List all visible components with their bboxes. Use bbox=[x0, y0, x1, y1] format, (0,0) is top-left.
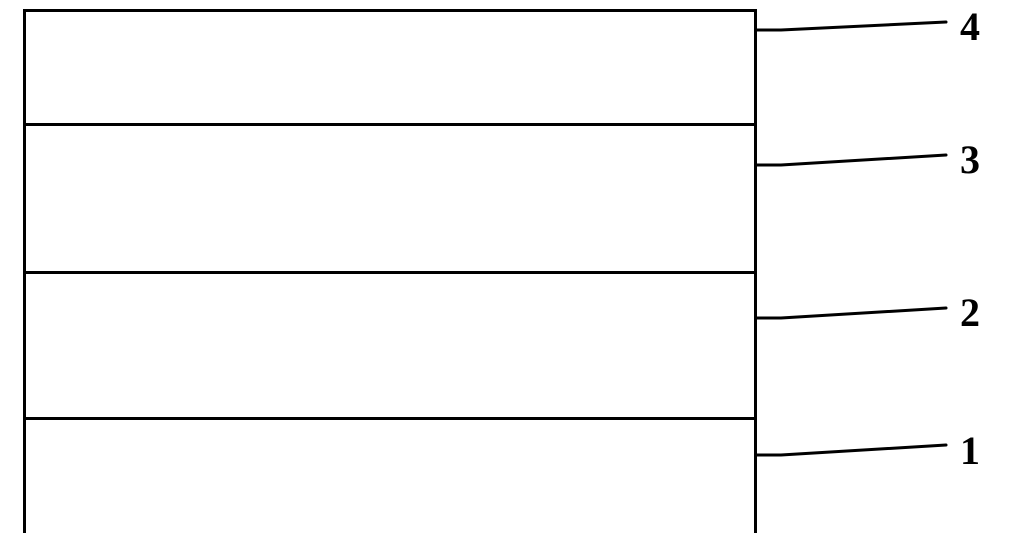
lead-line-2 bbox=[757, 308, 946, 318]
lead-line-1 bbox=[757, 445, 946, 455]
label-2: 2 bbox=[960, 289, 980, 336]
label-3: 3 bbox=[960, 136, 980, 183]
lead-lines bbox=[0, 0, 1016, 536]
lead-line-3 bbox=[757, 155, 946, 165]
diagram-stage: 4 3 2 1 bbox=[0, 0, 1016, 536]
lead-line-4 bbox=[757, 22, 946, 30]
label-4: 4 bbox=[960, 3, 980, 50]
label-1: 1 bbox=[960, 427, 980, 474]
